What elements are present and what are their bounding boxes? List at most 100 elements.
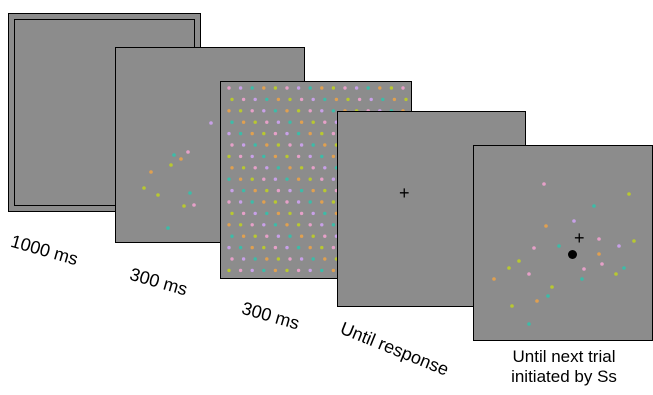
stimulus-dot (241, 97, 246, 102)
stimulus-dot (331, 86, 336, 90)
stimulus-dot (276, 188, 281, 193)
stimulus-dot (241, 143, 246, 147)
stimulus-dot (276, 143, 281, 147)
stimulus-dot (299, 143, 304, 147)
stimulus-dot (296, 86, 301, 90)
stimulus-dot (296, 268, 301, 273)
stimulus-dot (262, 268, 266, 273)
stimulus-dot (492, 277, 496, 281)
stimulus-dot (262, 223, 266, 227)
stimulus-dot (296, 154, 301, 159)
stimulus-dot (296, 200, 301, 204)
duration-label-5: Until next trial initiated by Ss (494, 347, 634, 387)
stimulus-dot (597, 237, 601, 241)
stimulus-dot (230, 188, 234, 193)
stimulus-dot (308, 109, 312, 113)
duration-label-1: 1000 ms (8, 231, 81, 270)
stimulus-dot (323, 188, 327, 193)
stimulus-dot (238, 154, 243, 159)
stimulus-dot (276, 120, 281, 124)
stimulus-dot (241, 166, 246, 170)
stimulus-dot (230, 211, 234, 216)
stimulus-dot (331, 223, 336, 227)
stimulus-dot (230, 143, 234, 147)
stimulus-dot (250, 109, 254, 113)
stimulus-dot (238, 223, 243, 227)
duration-label-2: 300 ms (127, 264, 190, 300)
stimulus-dot (241, 211, 246, 216)
stimulus-dot (296, 177, 301, 181)
stimulus-dot (230, 234, 234, 238)
stimulus-dot (250, 200, 254, 204)
stimulus-dot (265, 120, 269, 124)
stimulus-dot (265, 257, 269, 261)
stimulus-dot (285, 177, 289, 181)
stimulus-dot (230, 257, 234, 261)
stimulus-dot (250, 268, 254, 273)
stimulus-dot (166, 226, 170, 230)
stimulus-dot (296, 223, 301, 227)
stimulus-dot (320, 177, 324, 181)
stimulus-dot (273, 86, 278, 90)
stimulus-dot (320, 223, 324, 227)
stimulus-dot (401, 86, 405, 90)
stimulus-dot (227, 177, 231, 181)
stimulus-dot (265, 211, 269, 216)
stimulus-dot (357, 97, 362, 102)
stimulus-dot (592, 204, 596, 208)
stimulus-dot (276, 257, 281, 261)
stimulus-dot (262, 131, 266, 136)
stimulus-dot (323, 97, 327, 102)
stimulus-dot (276, 211, 281, 216)
stimulus-dot (265, 234, 269, 238)
stimulus-dot (265, 188, 269, 193)
stimulus-dot (331, 177, 336, 181)
stimulus-dot (299, 120, 304, 124)
stimulus-dot (250, 131, 254, 136)
stimulus-dot (227, 86, 231, 90)
stimulus-dot (253, 143, 257, 147)
stimulus-dot (276, 166, 281, 170)
stimulus-dot (308, 86, 312, 90)
response-marker (568, 250, 577, 259)
stimulus-dot (265, 166, 269, 170)
stimulus-dot (597, 252, 601, 256)
stimulus-dot (230, 166, 234, 170)
stimulus-dot (230, 97, 234, 102)
stimulus-dot (253, 97, 257, 102)
stimulus-dot (285, 131, 289, 136)
sample-dots (142, 121, 213, 230)
stimulus-dot (614, 272, 618, 276)
stimulus-dot (288, 166, 292, 170)
stimulus-dot (273, 131, 278, 136)
stimulus-dot (253, 257, 257, 261)
display-frame-5: + (473, 145, 653, 341)
duration-label-4: Until response (337, 318, 452, 380)
stimulus-dot (265, 143, 269, 147)
stimulus-dot (288, 257, 292, 261)
stimulus-dot (172, 153, 176, 157)
stimulus-dot (308, 200, 312, 204)
stimulus-dot (392, 97, 397, 102)
stimulus-dot (230, 120, 234, 124)
stimulus-dot (308, 223, 312, 227)
stimulus-dot (580, 277, 584, 281)
stimulus-dot (285, 268, 289, 273)
stimulus-dot (227, 109, 231, 113)
stimulus-dot (546, 294, 550, 298)
stimulus-dot (320, 200, 324, 204)
stimulus-dot (227, 245, 231, 250)
stimulus-dot (331, 131, 336, 136)
stimulus-dot (343, 86, 347, 90)
stimulus-dot (241, 188, 246, 193)
stimulus-dot (250, 154, 254, 159)
label-line-1: Until next trial (512, 347, 616, 366)
stimulus-dot (227, 200, 231, 204)
stimulus-dot (285, 223, 289, 227)
stimulus-dot (288, 234, 292, 238)
stimulus-dot (331, 154, 336, 159)
stimulus-dot (299, 97, 304, 102)
stimulus-dot (192, 203, 196, 207)
stimulus-dot (404, 97, 408, 102)
stimulus-dot (276, 234, 281, 238)
